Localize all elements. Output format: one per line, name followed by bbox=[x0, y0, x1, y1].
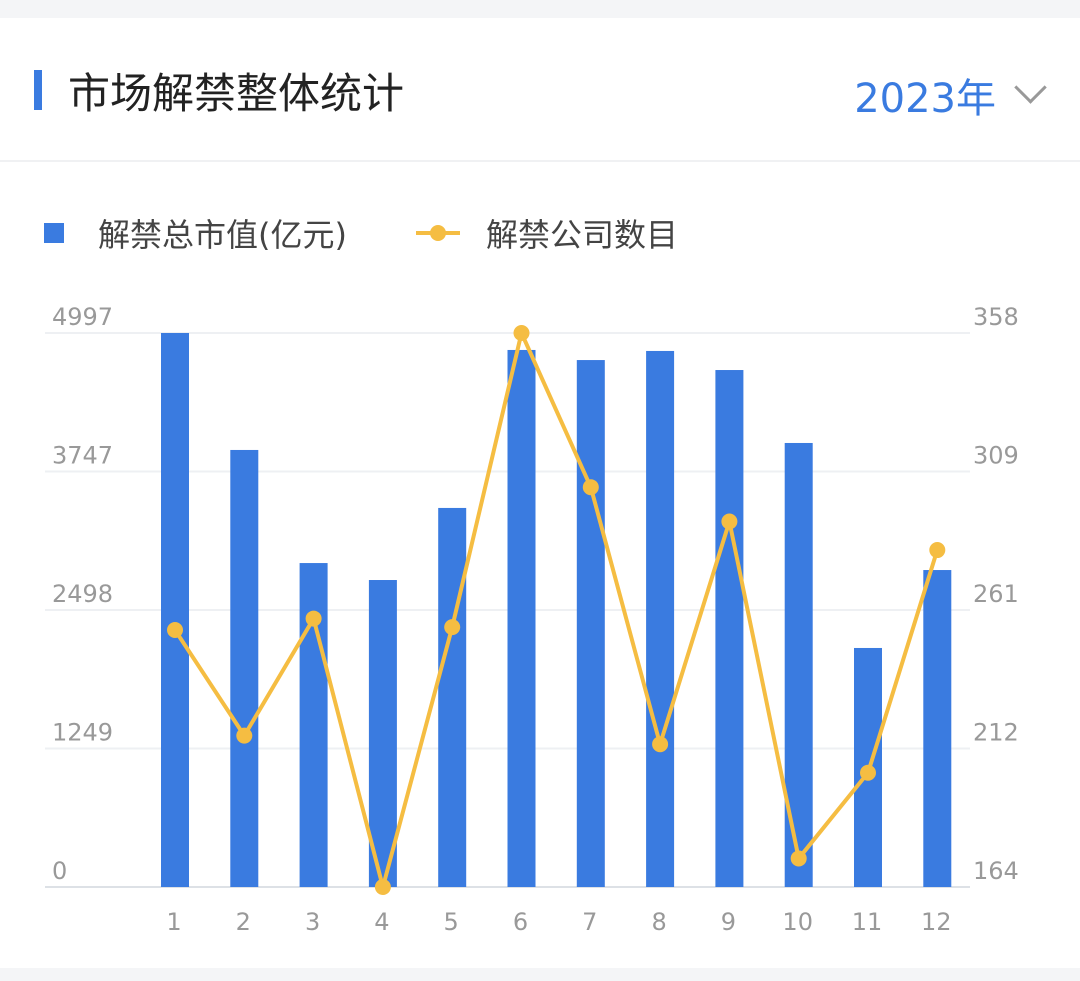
left-tick-label: 3747 bbox=[52, 442, 113, 470]
line-point bbox=[790, 850, 807, 867]
x-tick-label: 11 bbox=[852, 908, 883, 936]
line-point bbox=[513, 325, 530, 341]
x-tick-label: 2 bbox=[236, 908, 251, 936]
legend-bar-swatch bbox=[44, 223, 64, 243]
year-selector[interactable]: 2023年 bbox=[854, 76, 996, 122]
bar bbox=[646, 350, 675, 887]
x-tick-label: 10 bbox=[782, 908, 813, 936]
left-tick-label: 0 bbox=[52, 857, 67, 885]
x-tick-label: 9 bbox=[721, 908, 736, 936]
line-point bbox=[374, 879, 391, 895]
right-tick-label: 164 bbox=[973, 857, 1019, 885]
x-tick-label: 3 bbox=[305, 908, 320, 936]
x-tick-label: 8 bbox=[651, 908, 666, 936]
card-header: 市场解禁整体统计 2023年 bbox=[0, 18, 1080, 162]
legend-line-label: 解禁公司数目 bbox=[486, 216, 678, 254]
line-series bbox=[173, 331, 940, 889]
line-point bbox=[721, 513, 738, 530]
left-tick-label: 2498 bbox=[52, 580, 113, 608]
right-tick-label: 358 bbox=[973, 303, 1019, 331]
bar bbox=[715, 370, 744, 887]
legend-line-marker bbox=[430, 225, 446, 241]
x-tick-label: 1 bbox=[166, 908, 181, 936]
x-tick-label: 7 bbox=[582, 908, 597, 936]
bar bbox=[368, 580, 397, 887]
bar bbox=[438, 507, 467, 887]
right-tick-label: 261 bbox=[973, 580, 1019, 608]
line-point bbox=[167, 621, 183, 638]
line-point bbox=[444, 619, 461, 636]
left-tick-label: 1249 bbox=[52, 719, 113, 747]
right-tick-label: 212 bbox=[973, 719, 1019, 747]
x-tick-label: 4 bbox=[374, 908, 389, 936]
title-accent bbox=[34, 70, 42, 110]
bar bbox=[923, 570, 952, 887]
x-tick-label: 6 bbox=[513, 908, 528, 936]
legend-bar-label: 解禁总市值(亿元) bbox=[98, 216, 347, 254]
line-point bbox=[582, 479, 599, 496]
bar bbox=[161, 333, 189, 887]
line-point bbox=[652, 736, 669, 753]
line-point bbox=[929, 542, 946, 559]
bar bbox=[576, 360, 605, 888]
x-tick-label: 5 bbox=[444, 908, 459, 936]
x-tick-label: 12 bbox=[921, 908, 952, 936]
left-tick-label: 4997 bbox=[52, 303, 113, 331]
line-point bbox=[236, 727, 253, 744]
line-point bbox=[860, 764, 876, 781]
line-point bbox=[305, 610, 322, 627]
bar bbox=[230, 449, 259, 887]
bar bbox=[507, 349, 536, 887]
right-tick-label: 309 bbox=[973, 442, 1019, 470]
page-title: 市场解禁整体统计 bbox=[68, 69, 405, 118]
